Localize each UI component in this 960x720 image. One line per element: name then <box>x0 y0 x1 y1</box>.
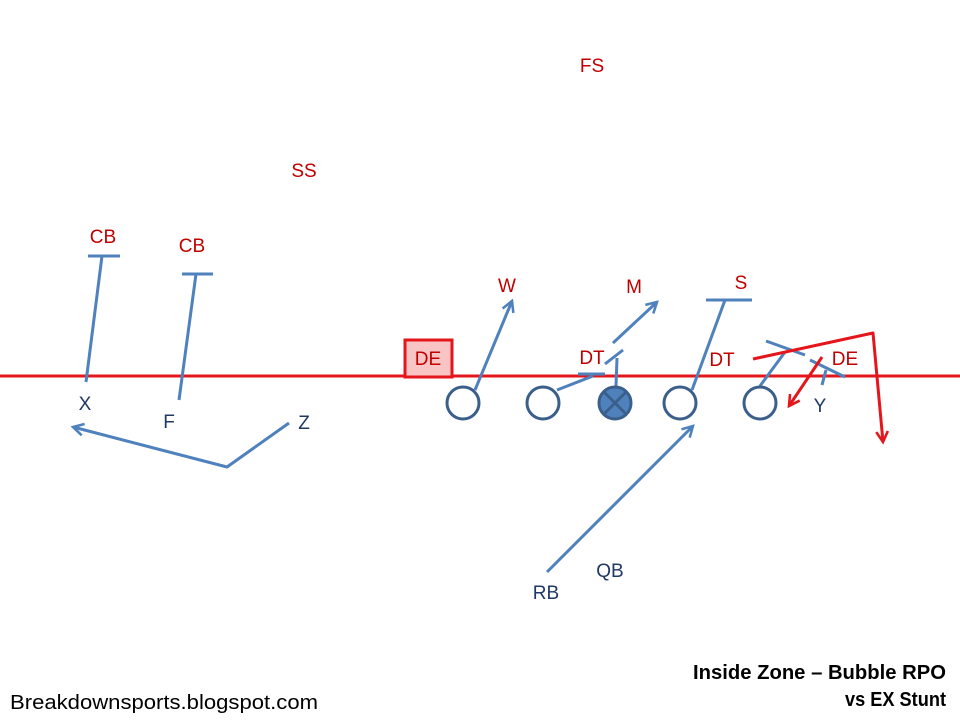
guard-block-stem <box>556 374 594 392</box>
x-block-stem <box>84 255 104 383</box>
left-guard-to-will-arrow <box>473 301 512 391</box>
right-guard-block-on-sam <box>690 298 752 391</box>
left-tackle-circle <box>445 385 481 421</box>
y-receiver-label: Y <box>814 396 827 417</box>
diagram-subtitle: vs EX Stunt <box>845 689 946 711</box>
quarterback-label: QB <box>596 561 623 582</box>
climb-to-mike-arrow <box>611 302 657 345</box>
de-left-label: DE <box>415 349 441 370</box>
free-safety-label: FS <box>580 56 604 77</box>
y-block-stem <box>820 369 828 386</box>
de-loop-arrow <box>752 331 883 442</box>
footer-site-credit: Breakdownsports.blogspot.com <box>10 692 318 714</box>
tackle-block-bar-b <box>809 358 846 379</box>
diagram-title: Inside Zone – Bubble RPO <box>693 662 946 684</box>
will-linebacker-label: W <box>498 276 516 297</box>
tackle-left-label: DT <box>579 348 605 369</box>
offense-routes <box>73 254 846 574</box>
sam-block-stem <box>690 299 727 391</box>
offensive-line <box>445 385 778 421</box>
sam-linebacker-label: S <box>735 273 748 294</box>
center-block-bar <box>604 348 624 366</box>
corner-right-label: CB <box>179 236 205 257</box>
f-block-stem <box>177 273 198 401</box>
rb-inside-zone-arrow <box>545 426 693 574</box>
defense-stunt-routes <box>752 331 883 442</box>
defense-labels: FS SS CB CB W M S DT DT DE <box>90 56 858 371</box>
highlight-box <box>403 338 454 379</box>
mike-linebacker-label: M <box>626 277 642 298</box>
tackle-right-label: DT <box>709 350 735 371</box>
f-block-route <box>177 272 213 401</box>
center-block <box>604 348 624 387</box>
right-tackle-circle <box>742 385 778 421</box>
tackle-block-stem <box>758 351 787 387</box>
de-crash-arrow <box>789 356 824 406</box>
x-receiver-label: X <box>79 394 92 415</box>
tackle-block-bar-a <box>765 339 806 357</box>
strong-safety-label: SS <box>291 161 316 182</box>
right-tackle-block <box>758 339 846 387</box>
z-bubble-route-arrow <box>73 421 290 469</box>
center-x-icon-b <box>602 390 628 416</box>
x-block-route <box>84 254 120 383</box>
corner-left-label: CB <box>90 227 116 248</box>
center-marker <box>597 385 633 421</box>
guard-block-on-dt <box>556 372 605 392</box>
de-right-label: DE <box>832 349 858 370</box>
left-guard-circle <box>525 385 561 421</box>
offense-labels: X F Z Y RB QB <box>79 394 827 604</box>
z-receiver-label: Z <box>298 413 310 434</box>
highlighted-defensive-end: DE <box>403 338 454 379</box>
running-back-label: RB <box>533 583 559 604</box>
f-receiver-label: F <box>163 412 175 433</box>
right-guard-circle <box>662 385 698 421</box>
center-block-stem <box>614 357 619 387</box>
